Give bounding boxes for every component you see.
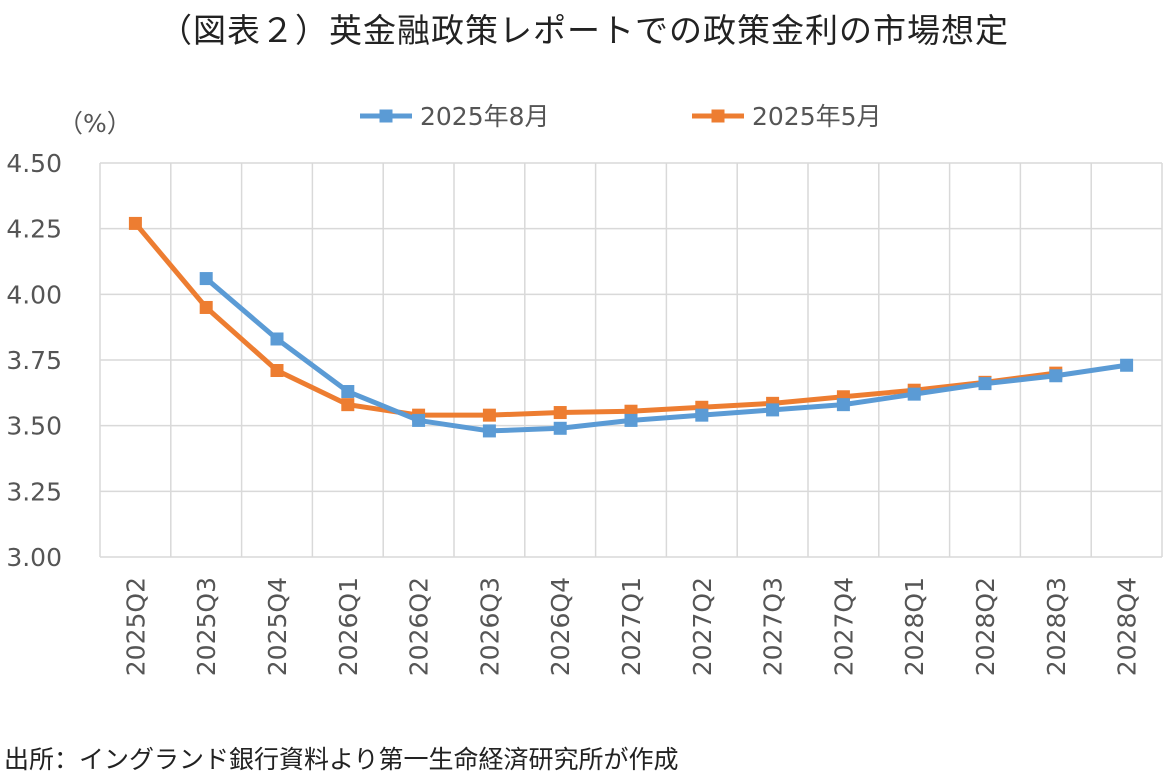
y-tick-label: 4.00 — [6, 280, 62, 309]
x-tick-label: 2027Q4 — [829, 577, 858, 676]
x-tick-label: 2027Q2 — [688, 577, 717, 676]
legend-item: 2025年8月 — [360, 102, 550, 131]
x-tick-label: 2027Q1 — [617, 577, 646, 676]
legend-label: 2025年8月 — [420, 102, 550, 131]
x-axis-ticks: 2025Q2 2025Q3 2025Q4 2026Q1 2026Q2 2026Q3 2026… — [121, 577, 1141, 676]
x-tick-label: 2028Q2 — [971, 577, 1000, 676]
series-line — [203, 276, 1130, 434]
source-note: 出所：イングランド銀行資料より第一生命経済研究所が作成 — [4, 745, 679, 774]
y-axis-unit-label: （%） — [58, 109, 132, 138]
data-point-marker — [1049, 369, 1063, 383]
x-tick-label: 2028Q4 — [1113, 577, 1142, 676]
y-tick-label: 3.50 — [6, 412, 62, 441]
data-point-marker — [341, 385, 355, 399]
data-point-marker — [766, 403, 780, 417]
chart-title: （図表２）英金融政策レポートでの政策金利の市場想定 — [159, 11, 1009, 50]
data-point-marker — [199, 300, 213, 314]
y-tick-label: 3.25 — [6, 477, 62, 506]
data-point-marker — [624, 413, 638, 427]
grid — [99, 162, 1163, 558]
data-point-marker — [270, 332, 284, 346]
data-point-marker — [482, 424, 496, 438]
x-tick-label: 2027Q3 — [759, 577, 788, 676]
y-tick-label: 3.75 — [6, 346, 62, 375]
legend-item: 2025年5月 — [692, 102, 882, 131]
y-tick-label: 3.00 — [6, 543, 62, 572]
x-tick-label: 2026Q2 — [405, 577, 434, 676]
x-tick-label: 2026Q3 — [475, 577, 504, 676]
data-point-marker — [412, 413, 426, 427]
y-axis-ticks: 3.00 3.25 3.50 3.75 4.00 4.25 4.50 — [6, 149, 62, 572]
x-tick-label: 2028Q3 — [1042, 577, 1071, 676]
series-lines — [128, 216, 1134, 438]
x-tick-label: 2026Q1 — [334, 577, 363, 676]
series-aug-2025 — [199, 272, 1134, 438]
data-point-marker — [1120, 358, 1134, 372]
data-point-marker — [341, 398, 355, 412]
legend-marker — [711, 109, 725, 123]
y-tick-label: 4.50 — [6, 149, 62, 178]
legend-marker — [379, 109, 393, 123]
data-point-marker — [270, 364, 284, 378]
data-point-marker — [695, 408, 709, 422]
data-point-marker — [482, 408, 496, 422]
data-point-marker — [553, 421, 567, 435]
data-point-marker — [553, 406, 567, 420]
series-line — [132, 220, 1059, 418]
x-tick-label: 2025Q3 — [192, 577, 221, 676]
legend-label: 2025年5月 — [752, 102, 882, 131]
x-tick-label: 2025Q4 — [263, 577, 292, 676]
data-point-marker — [907, 387, 921, 401]
x-tick-label: 2028Q1 — [900, 577, 929, 676]
legend: 2025年8月 2025年5月 — [360, 102, 882, 131]
data-point-marker — [978, 377, 992, 391]
y-tick-label: 4.25 — [6, 215, 62, 244]
data-point-marker — [836, 398, 850, 412]
x-tick-label: 2026Q4 — [546, 577, 575, 676]
data-point-marker — [128, 216, 142, 230]
x-tick-label: 2025Q2 — [121, 577, 150, 676]
data-point-marker — [199, 272, 213, 286]
